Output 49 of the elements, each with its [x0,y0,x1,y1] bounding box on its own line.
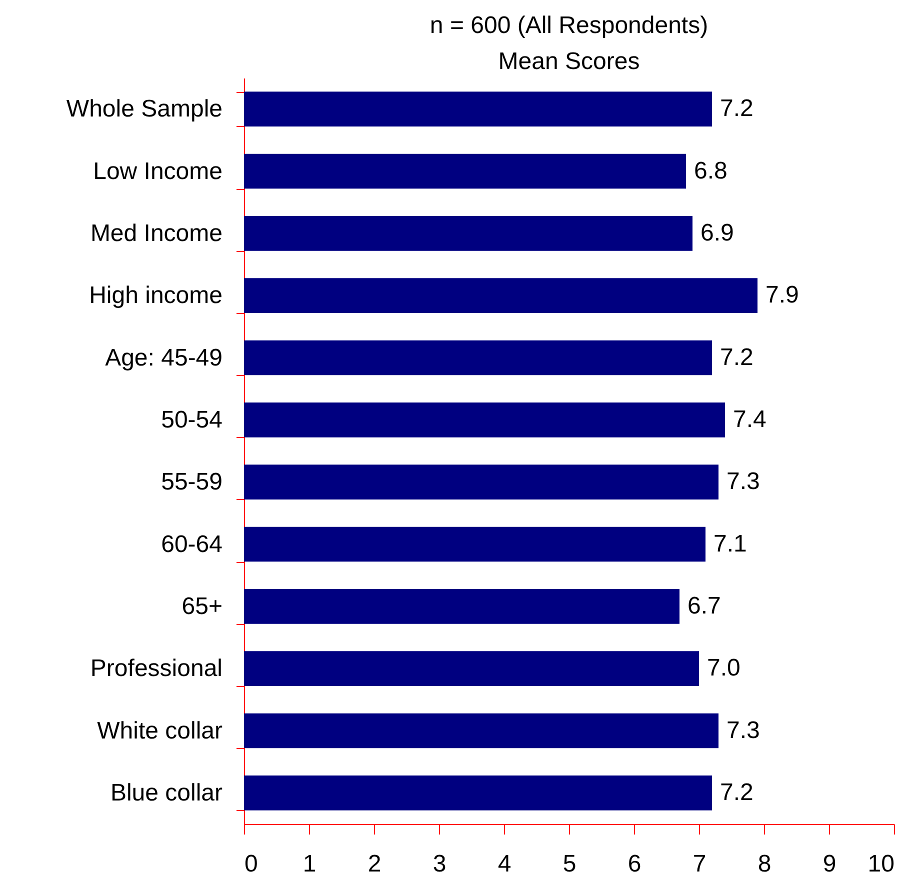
bar [244,713,718,748]
x-tick-label: 4 [498,850,512,878]
bar [244,92,712,126]
x-tick-label: 5 [562,850,576,878]
bar [244,526,706,562]
x-tick-label: 8 [758,850,772,878]
x-tick-label: 2 [368,850,382,878]
x-tick-label: 6 [628,850,642,878]
y-tick-label: 50-54 [161,406,222,434]
x-tick-label: 9 [822,850,836,878]
y-tick-label: 60-64 [161,530,222,558]
y-tick-label: White collar [97,717,222,744]
y-tick-label: Age: 45-49 [105,344,222,372]
y-tick-label: 65+ [182,592,222,620]
y-tick-label: Low Income [93,158,222,185]
data-label: 7.2 [720,344,754,371]
y-tick-label: High income [89,282,222,310]
y-tick-label: 55-59 [161,468,222,496]
data-label: 7.2 [720,778,754,806]
x-tick-label: 10 [868,850,894,878]
x-tick-label: 7 [692,850,706,878]
x-tick-label: 0 [244,850,258,878]
y-tick-label: Blue collar [110,779,222,806]
data-label: 7.0 [707,654,740,682]
bar [244,651,699,686]
data-label: 6.9 [700,219,734,246]
bar [244,776,712,810]
chart-title: n = 600 (All Respondents) [430,12,708,39]
data-label: 7.3 [726,716,760,744]
data-label: 7.3 [726,468,760,496]
bar [244,589,680,624]
bar [244,402,725,438]
chart-subtitle: Mean Scores [498,48,640,75]
y-tick-label: Professional [90,655,222,682]
data-label: 7.4 [733,406,766,433]
bar [244,340,712,376]
x-tick-label: 1 [302,850,316,878]
data-label: 6.8 [694,157,728,184]
bar [244,216,692,251]
y-tick-label: Med Income [90,220,222,247]
y-tick-label: Whole Sample [66,96,222,123]
data-label: 7.1 [714,530,747,558]
data-label: 7.9 [766,282,799,309]
bar [244,154,686,189]
bar [244,464,718,500]
data-label: 7.2 [720,95,754,122]
bar [244,278,758,313]
data-label: 6.7 [688,592,721,620]
x-tick-label: 3 [432,850,446,878]
